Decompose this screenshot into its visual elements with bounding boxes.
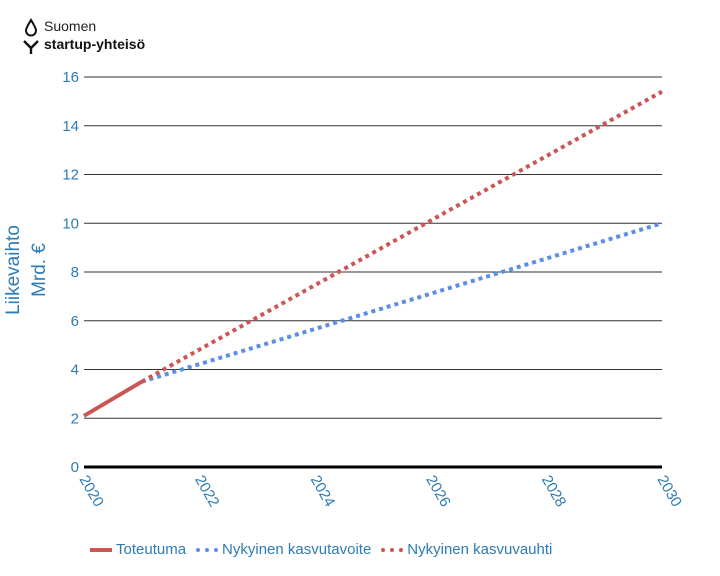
chart-legend: Toteutuma Nykyinen kasvutavoite Nykyinen… — [90, 541, 562, 558]
chart-grid — [84, 76, 662, 469]
legend-item-kasvuvauhti: Nykyinen kasvuvauhti — [381, 541, 552, 558]
y-tick-label: 12 — [62, 167, 79, 184]
y-tick-label: 14 — [62, 118, 79, 135]
x-tick-label: 2026 — [422, 473, 453, 510]
y-tick-label: 16 — [62, 69, 79, 86]
legend-item-toteutuma: Toteutuma — [90, 541, 186, 558]
drop-y-logo-icon — [23, 18, 39, 54]
legend-item-kasvutavoite: Nykyinen kasvutavoite — [196, 541, 371, 558]
y-tick-label: 0 — [71, 459, 79, 476]
legend-swatch-toteutuma — [90, 547, 112, 552]
legend-label-kasvuvauhti: Nykyinen kasvuvauhti — [407, 541, 553, 558]
x-tick-label: 2024 — [307, 473, 338, 510]
x-tick-label: 2022 — [191, 473, 222, 510]
series-line-0 — [82, 379, 143, 418]
y-tick-label: 2 — [71, 410, 79, 427]
x-tick-label: 2028 — [538, 473, 569, 510]
y-tick-labels: 0 2 4 6 8 10 12 14 16 — [62, 69, 79, 476]
y-tick-label: 4 — [71, 362, 79, 379]
legend-label-kasvutavoite: Nykyinen kasvutavoite — [222, 541, 372, 558]
y-axis-label-line2: Mrd. € — [29, 243, 50, 297]
y-tick-label: 8 — [71, 264, 79, 281]
series-line-1 — [141, 221, 663, 384]
x-tick-labels: 2020 2022 2024 2026 2028 2030 — [76, 473, 685, 510]
y-tick-label: 6 — [71, 313, 79, 330]
x-tick-label: 2030 — [654, 473, 685, 510]
series-line-2 — [140, 89, 663, 384]
legend-label-toteutuma: Toteutuma — [116, 541, 187, 558]
chart-series — [82, 89, 663, 418]
y-tick-label: 10 — [62, 215, 79, 232]
logo-text-bottom: startup-yhteisö — [44, 36, 146, 52]
x-tick-label: 2020 — [76, 473, 107, 510]
legend-swatch-kasvuvauhti — [381, 547, 404, 552]
y-axis-label-line1: Liikevaihto — [3, 225, 24, 315]
legend-swatch-kasvutavoite — [196, 547, 219, 552]
logo-text-top: Suomen — [44, 18, 97, 34]
